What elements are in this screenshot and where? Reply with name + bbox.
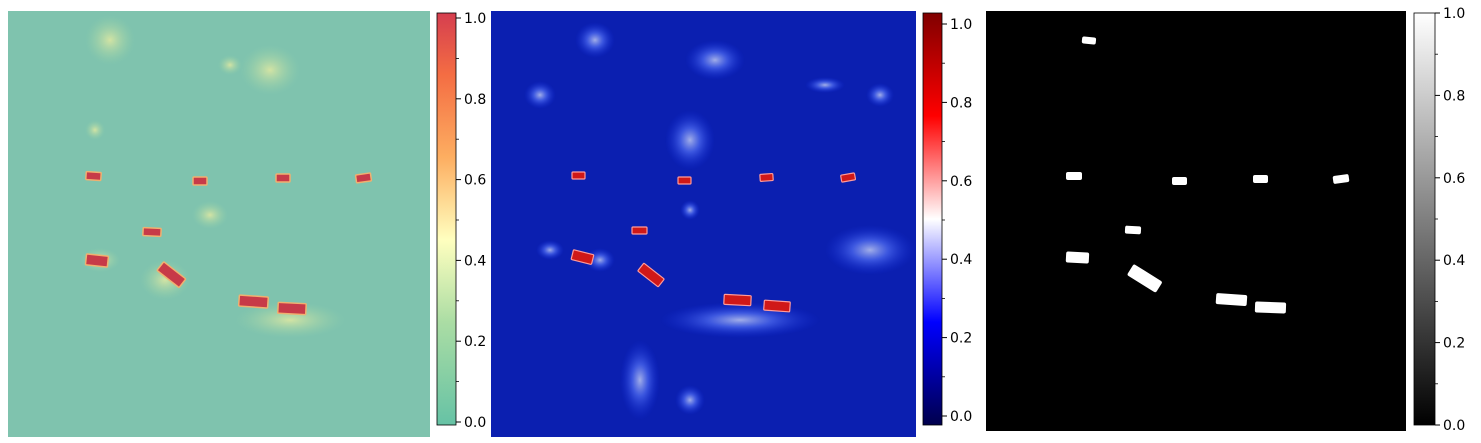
colorbar-2-tick-label: 0.2	[950, 331, 972, 347]
colorbar-3-tick-label: 0.2	[1443, 336, 1465, 352]
colorbar-3-tick-label: 0.6	[1443, 171, 1465, 187]
heatmap-2-hotspots	[570, 171, 857, 313]
colorbar-3-tick-label: 1.0	[1443, 6, 1465, 22]
colorbar-1-ticks: 0.0 0.2 0.4 0.6 0.8 1.0	[456, 11, 486, 431]
colorbar-3-tick-label: 0.4	[1443, 253, 1465, 269]
heatmap-2-texture	[524, 22, 915, 420]
heatmap-3-masks	[1065, 36, 1350, 314]
colorbar-1-tick-label: 0.8	[464, 92, 486, 108]
colorbar-3	[1413, 12, 1436, 426]
colorbar-2	[922, 12, 943, 426]
colorbar-2-tick-label: 0.8	[950, 95, 972, 111]
colorbar-1-tick-label: 0.4	[464, 253, 486, 269]
colorbar-2-tick-label: 0.6	[950, 174, 972, 190]
colorbar-2-ticks: 0.0 0.2 0.4 0.6 0.8 1.0	[942, 17, 972, 425]
colorbar-2-tick-label: 0.4	[950, 252, 972, 268]
colorbar-2-tick-label: 1.0	[950, 17, 972, 33]
heatmap-2-image	[491, 11, 916, 437]
colorbar-1-tick-label: 0.2	[464, 334, 486, 350]
colorbar-1	[436, 12, 457, 426]
colorbar-3-tick-label: 0.0	[1443, 418, 1465, 434]
colorbar-3-tick-label: 0.8	[1443, 88, 1465, 104]
colorbar-3-ticks: 0.0 0.2 0.4 0.6 0.8 1.0	[1435, 6, 1465, 434]
colorbar-2-tick-label: 0.0	[950, 409, 972, 425]
colorbar-1-tick-label: 0.6	[464, 173, 486, 189]
heatmap-3-image	[986, 11, 1406, 431]
heatmap-1-hotspots	[84, 170, 373, 316]
colorbar-1-tick-label: 0.0	[464, 415, 486, 431]
colorbar-1-tick-label: 1.0	[464, 11, 486, 27]
